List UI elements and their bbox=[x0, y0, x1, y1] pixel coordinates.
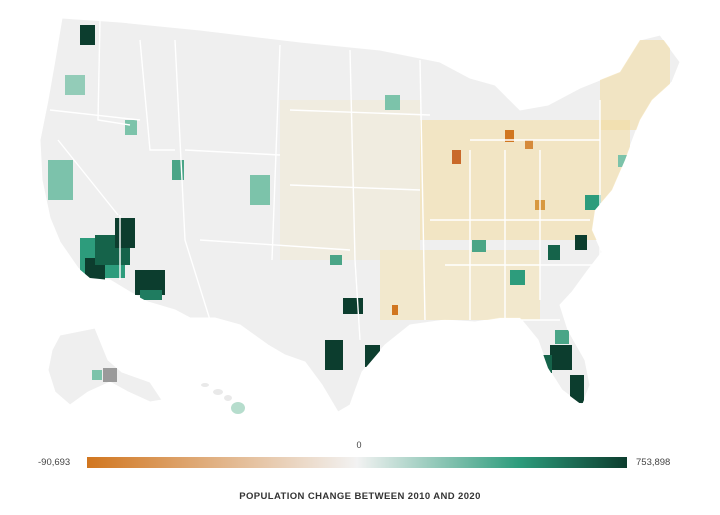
atlanta-growth bbox=[510, 270, 525, 285]
northeast-decline-region bbox=[600, 40, 670, 130]
mississippi-decline-county bbox=[392, 305, 398, 315]
plains-mixed-region bbox=[280, 100, 420, 260]
hawaii-island-4 bbox=[231, 402, 245, 414]
nashville-growth bbox=[472, 240, 486, 252]
legend-zero-label: 0 bbox=[356, 440, 362, 450]
boise-growth bbox=[125, 120, 137, 135]
lower-48-states bbox=[39, 17, 681, 413]
hawaii-island-1 bbox=[201, 383, 209, 387]
dallas-growth bbox=[343, 298, 363, 314]
raleigh-growth bbox=[575, 235, 587, 250]
alaska-growth-region bbox=[92, 370, 102, 380]
jacksonville-growth bbox=[555, 330, 569, 344]
rust-belt-decline-region bbox=[420, 120, 630, 240]
austin-growth bbox=[325, 340, 343, 370]
dc-growth bbox=[585, 195, 601, 210]
charlotte-growth bbox=[548, 245, 560, 260]
orlando-growth bbox=[550, 345, 572, 370]
portland-growth bbox=[65, 75, 85, 95]
bay-area-growth bbox=[48, 160, 73, 200]
clark-county bbox=[115, 218, 135, 248]
alaska-outline bbox=[47, 327, 163, 406]
legend-color-bar bbox=[87, 457, 627, 468]
legend-min-label: -90,693 bbox=[38, 457, 71, 468]
legend-title: POPULATION CHANGE BETWEEN 2010 AND 2020 bbox=[239, 491, 481, 502]
denver-growth bbox=[250, 175, 270, 205]
oklahoma-growth bbox=[330, 255, 342, 265]
detroit-decline-county bbox=[505, 130, 514, 142]
pima-county bbox=[140, 290, 162, 300]
legend-max-label: 753,898 bbox=[636, 457, 671, 468]
hawaii-island-3 bbox=[224, 395, 232, 401]
alaska-inset bbox=[47, 327, 163, 406]
seattle-growth bbox=[80, 25, 95, 45]
houston-growth bbox=[365, 345, 380, 367]
us-county-population-map bbox=[39, 17, 681, 414]
tampa-growth bbox=[540, 355, 552, 373]
cleveland-decline-county bbox=[525, 140, 533, 149]
anchorage-region bbox=[103, 368, 117, 382]
illinois-decline-county bbox=[452, 150, 461, 164]
state-borders bbox=[49, 19, 601, 341]
south-florida-growth bbox=[570, 375, 584, 403]
hawaii-inset bbox=[201, 383, 245, 414]
minneapolis-growth bbox=[385, 95, 400, 110]
hawaii-island-2 bbox=[213, 389, 223, 395]
